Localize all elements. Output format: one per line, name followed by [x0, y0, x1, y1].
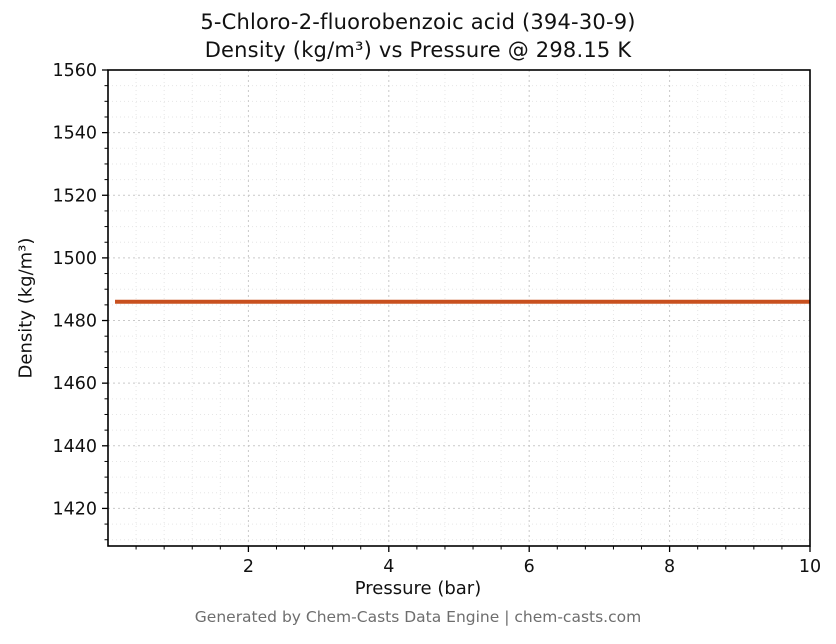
svg-text:4: 4 — [383, 557, 394, 577]
svg-text:10: 10 — [799, 557, 821, 577]
svg-text:6: 6 — [524, 557, 535, 577]
watermark-footer: Generated by Chem-Casts Data Engine | ch… — [194, 608, 642, 626]
chart-subtitle: Density (kg/m³) vs Pressure @ 298.15 K — [204, 38, 632, 62]
svg-text:1560: 1560 — [52, 61, 97, 81]
svg-text:1480: 1480 — [52, 312, 97, 332]
svg-text:1420: 1420 — [52, 499, 97, 519]
svg-text:1460: 1460 — [52, 374, 97, 394]
svg-text:8: 8 — [664, 557, 675, 577]
svg-text:1500: 1500 — [52, 249, 97, 269]
chart-title: 5-Chloro-2-fluorobenzoic acid (394-30-9) — [200, 10, 636, 34]
svg-text:1540: 1540 — [52, 124, 97, 144]
x-axis-label: Pressure (bar) — [354, 578, 482, 599]
svg-text:1520: 1520 — [52, 186, 97, 206]
y-axis-label: Density (kg/m³) — [15, 237, 37, 379]
svg-text:1440: 1440 — [52, 437, 97, 457]
svg-text:2: 2 — [243, 557, 254, 577]
